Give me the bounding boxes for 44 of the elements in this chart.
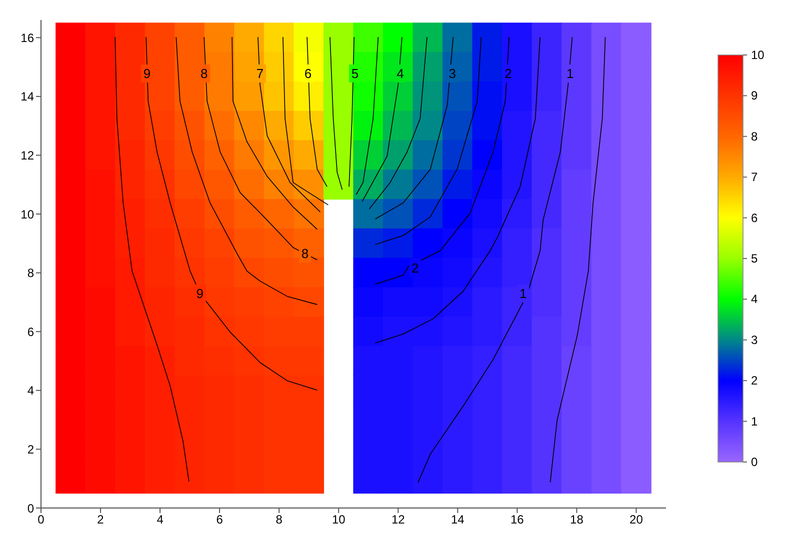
color-bar-label: 6 xyxy=(751,210,758,225)
x-tick-label: 8 xyxy=(276,512,283,527)
x-tick-label: 14 xyxy=(450,512,465,527)
color-bar-label: 2 xyxy=(751,374,758,388)
x-tick-label: 4 xyxy=(156,512,164,527)
y-tick-label: 2 xyxy=(27,442,34,456)
y-tick-label: 10 xyxy=(20,207,34,222)
y-tick-label: 12 xyxy=(20,148,34,162)
x-tick-label: 10 xyxy=(332,512,346,527)
x-tick-label: 12 xyxy=(391,512,406,527)
color-bar-label: 0 xyxy=(751,455,758,469)
color-bar-label: 8 xyxy=(751,129,758,144)
color-bar-label: 10 xyxy=(751,48,765,62)
annotation: 8 xyxy=(200,66,208,82)
color-bar-label: 1 xyxy=(751,414,758,428)
y-tick-label: 14 xyxy=(20,90,34,104)
x-tick-label: 20 xyxy=(630,512,644,527)
y-tick-label: 16 xyxy=(20,30,34,45)
y-tick-label: 4 xyxy=(27,384,34,398)
annotation: 7 xyxy=(256,66,264,82)
color-bar-label: 4 xyxy=(751,292,758,306)
color-bar-label: 3 xyxy=(751,332,758,347)
annotation: 9 xyxy=(196,286,204,301)
annotation: 9 xyxy=(143,66,151,82)
color-bar-label: 7 xyxy=(751,170,758,184)
color-bar-label: 9 xyxy=(751,88,758,103)
x-tick-label: 6 xyxy=(216,512,224,527)
annotation: 1 xyxy=(520,286,527,301)
color-bar-label: 5 xyxy=(751,252,758,266)
x-tick-label: 2 xyxy=(97,512,104,527)
annotation: 1 xyxy=(566,66,574,82)
x-tick-label: 16 xyxy=(510,512,524,527)
x-tick-label: 0 xyxy=(38,512,45,527)
y-tick-label: 0 xyxy=(27,501,34,516)
annotation: 3 xyxy=(448,66,456,82)
x-tick-label: 18 xyxy=(570,512,584,527)
annotation: 2 xyxy=(504,66,512,82)
annotation: 6 xyxy=(304,66,312,82)
annotation: 4 xyxy=(396,66,404,82)
y-tick-label: 8 xyxy=(27,266,34,280)
annotation: 5 xyxy=(351,66,359,82)
annotation: 2 xyxy=(411,260,419,276)
y-tick-label: 6 xyxy=(27,324,34,339)
annotation: 8 xyxy=(301,246,309,262)
